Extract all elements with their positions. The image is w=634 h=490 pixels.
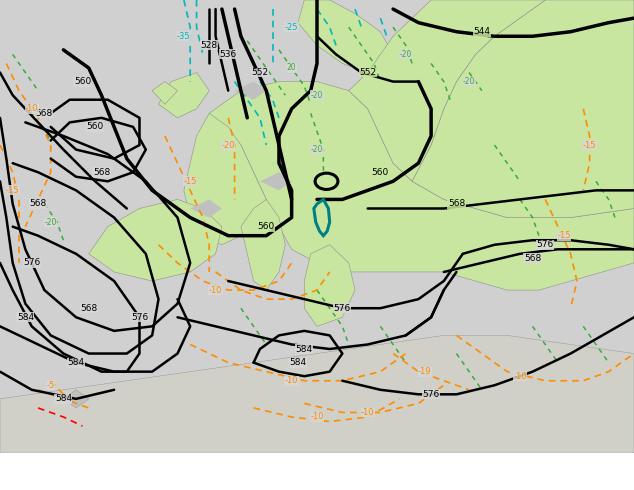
Text: 560: 560 bbox=[74, 77, 91, 86]
Text: -10: -10 bbox=[25, 104, 39, 113]
Text: 536: 536 bbox=[219, 50, 237, 59]
Polygon shape bbox=[89, 199, 222, 281]
Text: 568: 568 bbox=[36, 109, 53, 118]
Text: -35: -35 bbox=[177, 32, 191, 41]
Text: 552: 552 bbox=[251, 68, 269, 77]
Text: 568: 568 bbox=[80, 304, 98, 313]
Polygon shape bbox=[63, 390, 89, 408]
Text: -20: -20 bbox=[311, 91, 323, 99]
Text: 528: 528 bbox=[200, 41, 218, 50]
Text: -15: -15 bbox=[583, 141, 597, 149]
Text: 568: 568 bbox=[524, 254, 541, 263]
Text: -5: -5 bbox=[46, 381, 55, 390]
Text: 552: 552 bbox=[359, 68, 377, 77]
Text: 576: 576 bbox=[536, 240, 554, 249]
Text: -10: -10 bbox=[310, 413, 324, 421]
Text: -10: -10 bbox=[513, 372, 527, 381]
Text: 568: 568 bbox=[29, 199, 47, 208]
Text: -20: -20 bbox=[463, 77, 476, 86]
Text: 576: 576 bbox=[23, 258, 41, 268]
Text: 576: 576 bbox=[333, 304, 351, 313]
Polygon shape bbox=[235, 82, 266, 99]
Polygon shape bbox=[412, 0, 634, 218]
Text: -19: -19 bbox=[418, 367, 432, 376]
Text: -10: -10 bbox=[285, 376, 299, 385]
Text: 584: 584 bbox=[55, 394, 72, 403]
Text: -15: -15 bbox=[557, 231, 571, 240]
Text: 560: 560 bbox=[372, 168, 389, 177]
Text: 568: 568 bbox=[93, 168, 110, 177]
Text: -20: -20 bbox=[311, 145, 323, 154]
Text: -10: -10 bbox=[209, 286, 223, 294]
Text: -20: -20 bbox=[44, 218, 57, 226]
Polygon shape bbox=[349, 0, 545, 181]
Polygon shape bbox=[152, 82, 178, 104]
Text: 584: 584 bbox=[67, 358, 85, 367]
Text: 560: 560 bbox=[86, 122, 104, 131]
Text: -20: -20 bbox=[221, 141, 235, 149]
Polygon shape bbox=[190, 199, 222, 218]
Text: -15: -15 bbox=[6, 186, 20, 195]
Polygon shape bbox=[209, 82, 634, 290]
Text: -10: -10 bbox=[361, 408, 375, 417]
Text: 576: 576 bbox=[422, 390, 440, 399]
Text: -15: -15 bbox=[183, 177, 197, 186]
Text: 560: 560 bbox=[257, 222, 275, 231]
Polygon shape bbox=[298, 0, 393, 73]
Polygon shape bbox=[184, 113, 266, 245]
Text: 20: 20 bbox=[287, 64, 297, 73]
Text: Th 30-05-2024 12:00 UTC (12+72): Th 30-05-2024 12:00 UTC (12+72) bbox=[431, 463, 634, 473]
Polygon shape bbox=[241, 199, 285, 290]
Text: 576: 576 bbox=[131, 313, 148, 322]
Text: 584: 584 bbox=[289, 358, 307, 367]
Polygon shape bbox=[158, 73, 209, 118]
Text: 584: 584 bbox=[16, 313, 34, 322]
Text: 544: 544 bbox=[474, 27, 490, 36]
Text: 568: 568 bbox=[448, 199, 465, 208]
Polygon shape bbox=[0, 335, 634, 453]
Text: -20: -20 bbox=[399, 50, 412, 59]
Text: ©weatheronline.co.uk: ©weatheronline.co.uk bbox=[510, 476, 628, 486]
Polygon shape bbox=[304, 245, 355, 326]
Text: 584: 584 bbox=[295, 344, 313, 353]
Text: Height/Temp. 500 hPa [gdmp][°C] ECMWF: Height/Temp. 500 hPa [gdmp][°C] ECMWF bbox=[6, 463, 256, 473]
Text: -25: -25 bbox=[285, 23, 299, 32]
Polygon shape bbox=[260, 172, 292, 191]
